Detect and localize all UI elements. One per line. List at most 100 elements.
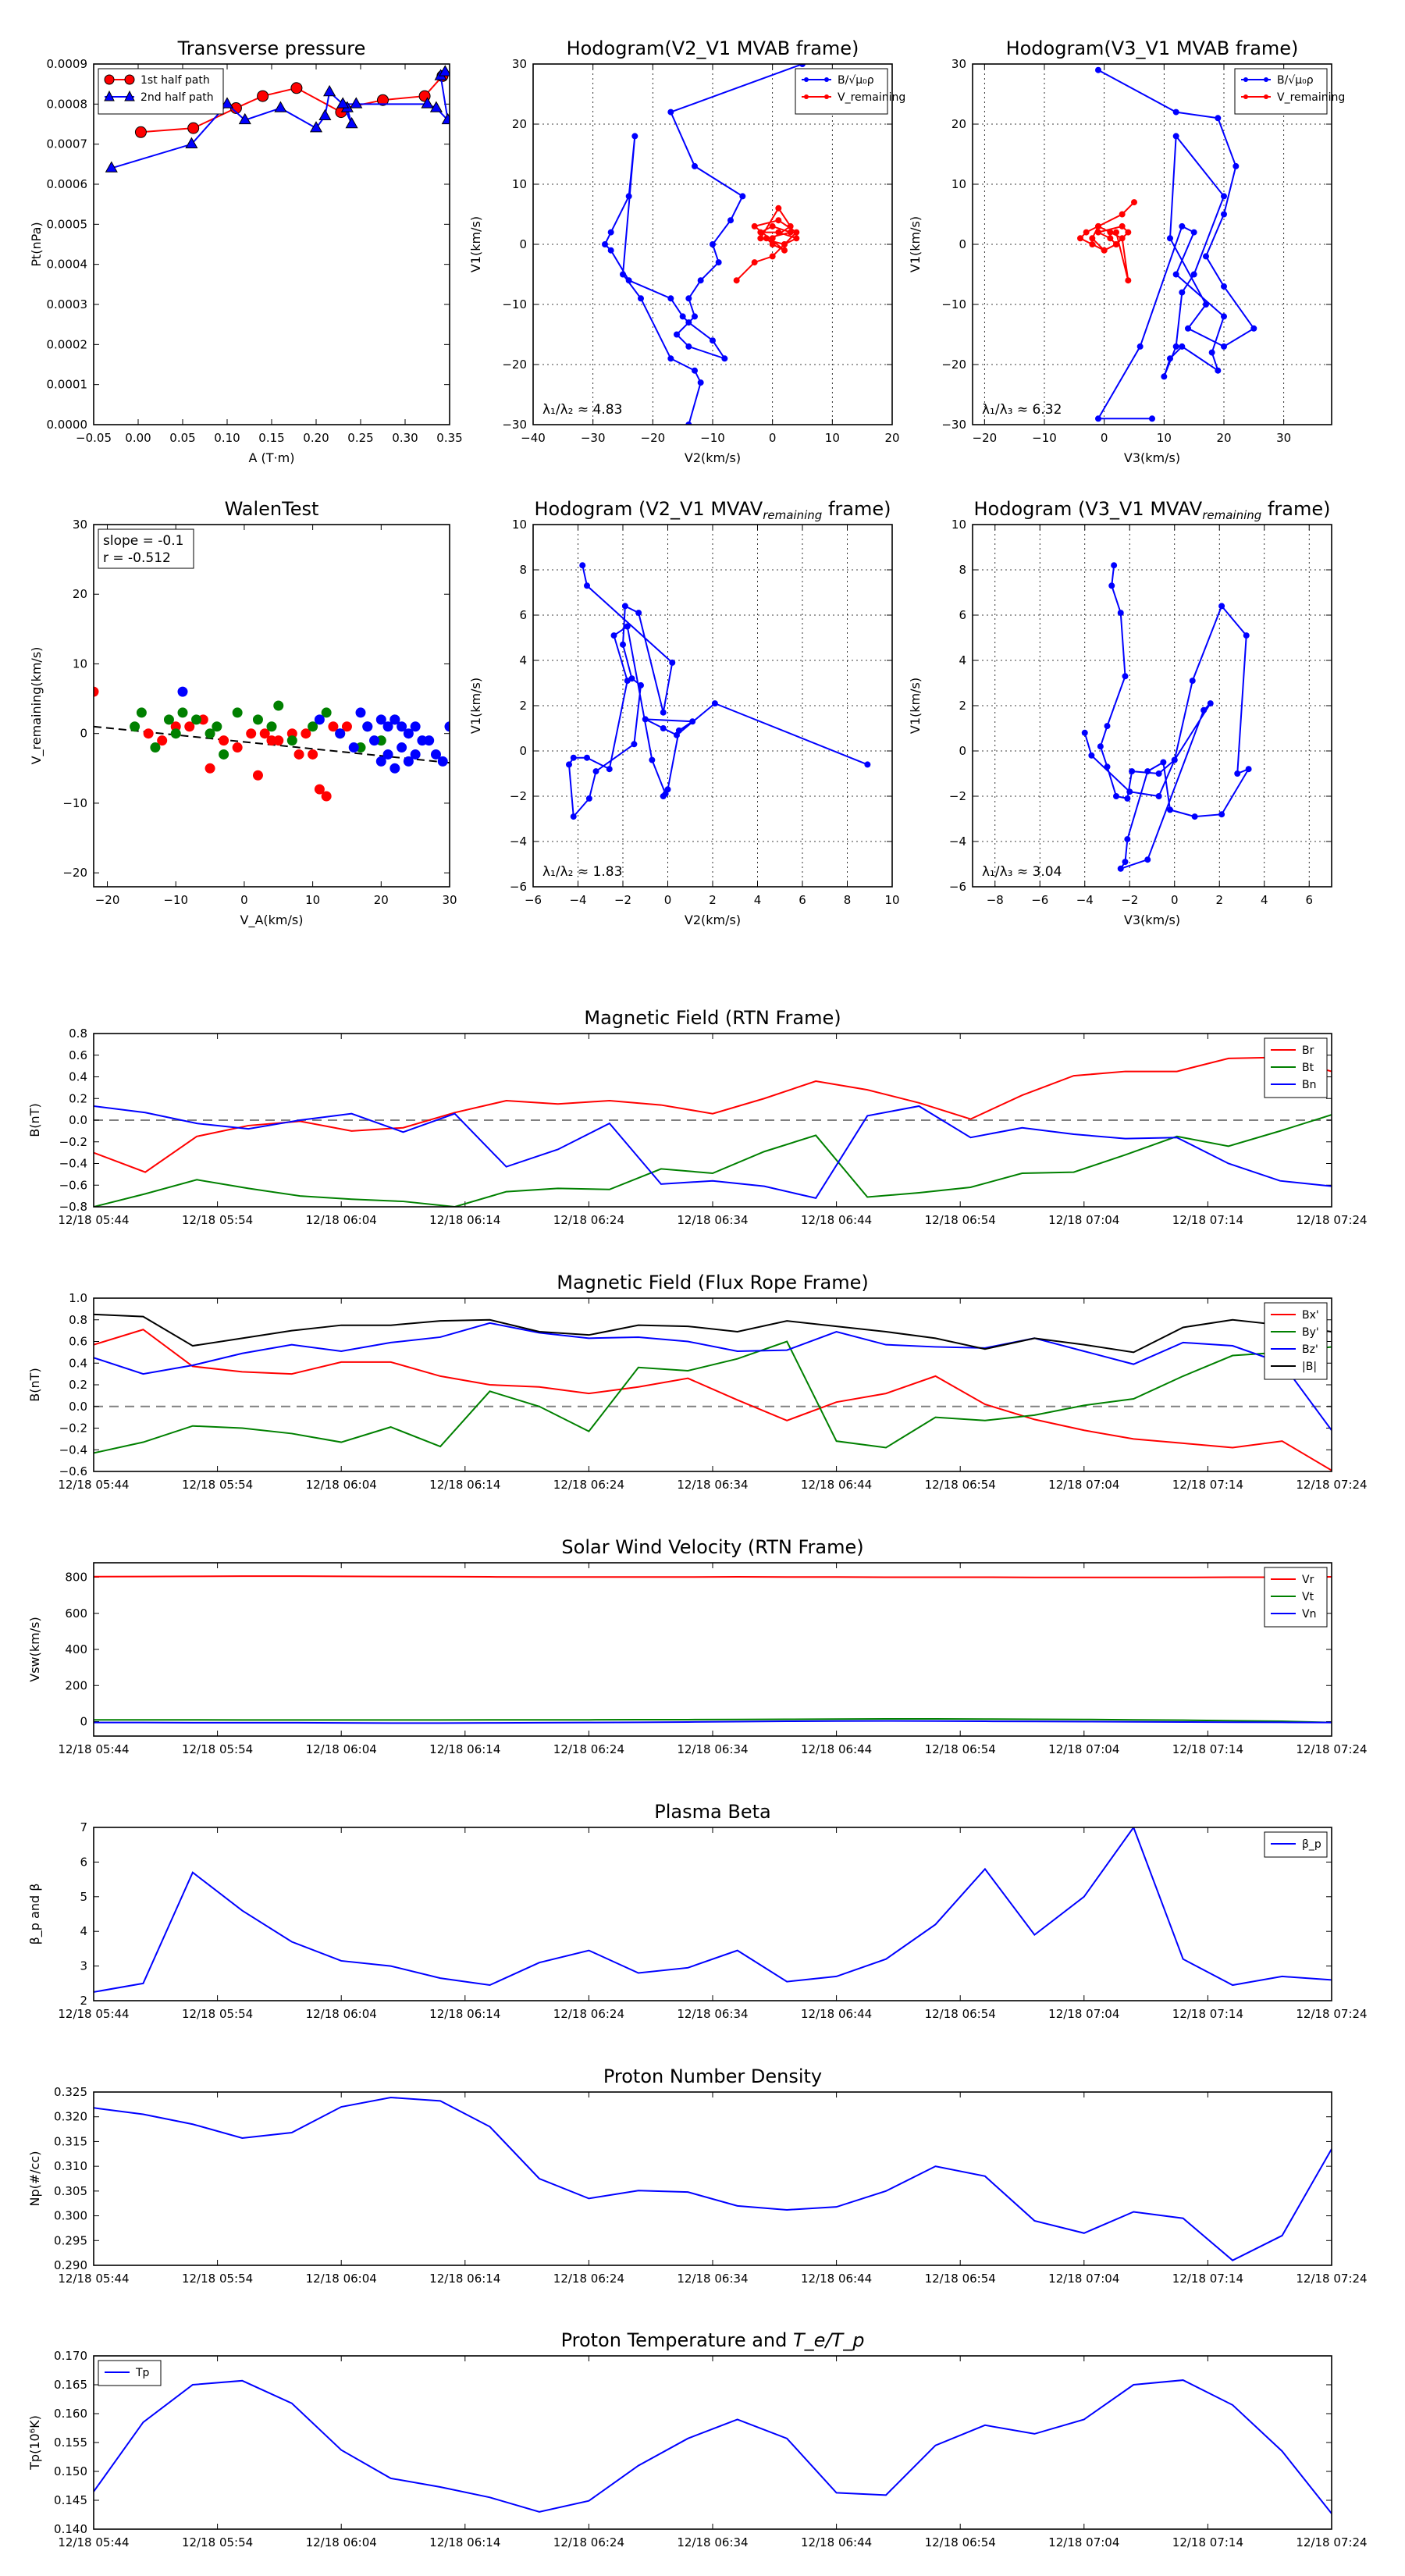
y-tick-label: 0.295 xyxy=(54,2233,87,2247)
data-point xyxy=(205,763,215,774)
y-tick-label: 20 xyxy=(951,117,966,131)
data-point xyxy=(602,241,608,247)
data-point xyxy=(429,101,443,112)
y-tick-label: 200 xyxy=(65,1678,87,1692)
data-point xyxy=(739,193,746,200)
x-tick-label: 12/18 06:54 xyxy=(925,1478,996,1492)
legend-marker xyxy=(124,74,135,85)
data-point xyxy=(1101,247,1108,254)
data-point xyxy=(781,247,788,254)
data-point xyxy=(335,728,346,739)
y-tick-label: 30 xyxy=(951,57,966,71)
y-tick-label: −0.2 xyxy=(59,1421,87,1436)
legend-frame xyxy=(1234,68,1328,115)
x-tick-label: 12/18 06:54 xyxy=(925,1213,996,1227)
x-tick-label: 12/18 06:14 xyxy=(429,1213,500,1227)
data-point xyxy=(1218,811,1225,818)
y-tick-label: 0.325 xyxy=(54,2085,87,2099)
data-point xyxy=(1122,673,1129,680)
series-2 xyxy=(177,686,450,774)
y-tick-label: 0.8 xyxy=(69,1026,87,1041)
data-point xyxy=(1088,752,1095,759)
chart-title: WalenTest xyxy=(225,498,319,520)
y-axis-label: β_p and β xyxy=(27,1884,43,1945)
data-point xyxy=(1122,859,1129,866)
title-part: frame) xyxy=(1261,498,1330,520)
y-tick-label: 400 xyxy=(65,1642,87,1656)
x-tick-label: 0 xyxy=(1171,893,1179,907)
chart-title: Solar Wind Velocity (RTN Frame) xyxy=(561,1536,863,1558)
x-tick-label: 0 xyxy=(1101,431,1108,445)
data-point xyxy=(606,766,613,773)
x-tick-label: 12/18 07:04 xyxy=(1048,1742,1119,1756)
x-tick-label: 12/18 06:24 xyxy=(553,1478,624,1492)
data-point xyxy=(273,700,284,711)
legend: B/√μ₀ρ V_remaining xyxy=(795,68,905,115)
data-point xyxy=(1117,865,1124,872)
y-tick-label: 0.6 xyxy=(69,1335,87,1349)
x-tick-label: −8 xyxy=(987,893,1004,907)
y-tick-label: 0.140 xyxy=(54,2522,87,2536)
y-tick-label: 2 xyxy=(80,1994,87,2008)
data-point xyxy=(697,277,704,284)
y-tick-label: 3 xyxy=(80,1959,87,1973)
chart-title: Hodogram(V3_V1 MVAB frame) xyxy=(1006,37,1299,59)
data-point xyxy=(635,610,642,617)
data-point xyxy=(321,791,332,802)
data-point xyxy=(642,716,649,723)
legend: 1st half path 2nd half path xyxy=(98,68,224,115)
axes-frame xyxy=(93,63,450,425)
legend: Vr Vt Vn xyxy=(1264,1567,1328,1628)
chart-walen-test: −20 −10 0 10 20 30 −20 −10 0 10 20 30 WalenTest V_A(k… xyxy=(29,498,457,928)
data-point xyxy=(781,241,788,247)
x-tick-label: 12/18 06:24 xyxy=(553,2007,624,2021)
data-point xyxy=(570,754,577,761)
data-point xyxy=(1190,229,1197,236)
title-part: Hodogram (V3_V1 MVAV xyxy=(974,498,1203,520)
series-0 xyxy=(566,562,871,820)
x-tick-label: 12/18 07:14 xyxy=(1172,2272,1243,2286)
data-point xyxy=(674,731,680,738)
legend-label: Tp xyxy=(135,2367,150,2379)
y-tick-label: −20 xyxy=(502,358,527,372)
series-0 xyxy=(94,686,352,802)
legend: Br Bt Bn xyxy=(1264,1037,1328,1098)
data-point xyxy=(1124,795,1131,802)
y-tick-label: −2 xyxy=(510,789,527,803)
x-tick-label: −30 xyxy=(581,431,606,445)
data-point xyxy=(266,735,277,746)
y-tick-label: 6 xyxy=(519,608,527,622)
y-tick-label: 0.0 xyxy=(69,1113,87,1127)
y-tick-label: 8 xyxy=(519,563,527,577)
x-tick-label: −2 xyxy=(1121,893,1138,907)
y-tick-label: 10 xyxy=(512,518,527,532)
y-axis-label: B(nT) xyxy=(27,1368,42,1401)
data-point xyxy=(1207,700,1214,707)
data-point xyxy=(685,343,692,350)
legend-marker xyxy=(1243,94,1248,99)
legend-marker xyxy=(1264,77,1268,82)
data-point xyxy=(1161,373,1168,380)
legend-label: 1st half path xyxy=(140,74,210,87)
data-point xyxy=(1104,723,1111,730)
y-tick-label: 0.0009 xyxy=(47,57,88,71)
y-tick-label: 0.315 xyxy=(54,2134,87,2148)
data-point xyxy=(1232,162,1240,169)
x-tick-label: 12/18 06:54 xyxy=(925,2007,996,2021)
series-0 xyxy=(1081,562,1252,872)
series-b- xyxy=(602,64,806,425)
y-tick-label: 0.0004 xyxy=(47,258,88,272)
data-point xyxy=(649,756,656,763)
data-point xyxy=(1144,768,1151,775)
series-line-bx xyxy=(94,1329,1332,1471)
y-tick-label: 0.165 xyxy=(54,2378,87,2392)
y-tick-label: 10 xyxy=(512,177,527,191)
y-axis-label: V1(km/s) xyxy=(908,678,923,734)
x-tick-label: 12/18 06:14 xyxy=(429,2272,500,2286)
data-point xyxy=(1119,235,1126,242)
axes-frame xyxy=(93,2355,1332,2530)
y-tick-label: 0.320 xyxy=(54,2110,87,2124)
y-tick-label: 4 xyxy=(519,653,527,667)
title-part: Hodogram (V2_V1 MVAV xyxy=(535,498,763,520)
data-point xyxy=(157,735,168,746)
